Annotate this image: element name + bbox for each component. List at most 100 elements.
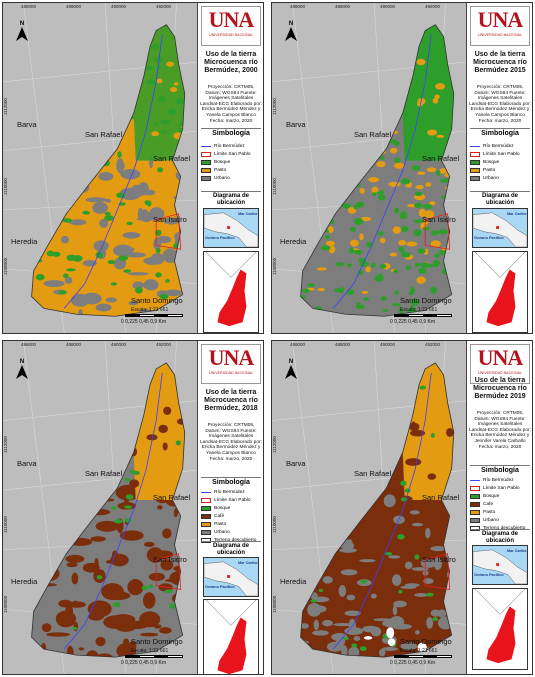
land-use-patch (52, 416, 59, 423)
land-use-patch (411, 165, 421, 171)
map-title: Uso de la tierra Microcuenca río Bermúde… (204, 51, 258, 74)
land-use-patch (62, 218, 73, 223)
watershed-boundary (31, 362, 186, 658)
costa-rica-inset: Mar Caribe Océano Pacífico (203, 208, 259, 248)
legend-sidebar: UNA UNIVERSIDAD NACIONAL Uso de la tierra … (466, 3, 532, 333)
land-use-patch (121, 429, 134, 439)
land-use-patch (91, 119, 102, 124)
land-use-patch (181, 411, 185, 416)
legend-item: Pasto (470, 166, 532, 174)
land-use-patch (423, 578, 434, 585)
land-use-patch (376, 161, 386, 168)
land-use-patch (45, 430, 51, 439)
land-use-patch (163, 217, 180, 225)
land-use-patch (176, 418, 185, 425)
legend-label: Pasto (214, 521, 227, 527)
costa-rica-shape (204, 212, 258, 247)
land-use-patch (34, 528, 40, 535)
land-use-patch (379, 155, 385, 161)
land-use-patch (439, 169, 446, 174)
land-use-patch (94, 90, 100, 96)
place-label: San Isidro (153, 555, 187, 564)
land-use-patch (446, 427, 454, 437)
y-coordinate-ticks: 1112000111000011080001106000 (272, 3, 280, 333)
legend-sidebar: UNA UNIVERSIDAD NACIONAL Uso de la tierra … (197, 3, 263, 333)
land-use-patch (305, 225, 314, 232)
legend-item: Urbano (201, 174, 263, 182)
land-use-patch (105, 297, 118, 303)
land-use-patch (387, 638, 396, 647)
x-tick-label: 492000 (425, 4, 441, 9)
land-use-patch (72, 626, 78, 630)
land-use-patch (390, 147, 398, 154)
land-use-patch (79, 118, 85, 125)
land-use-patch (128, 300, 138, 306)
land-use-patch (432, 260, 440, 267)
land-use-patch (372, 192, 377, 196)
y-tick-label: 1110000 (3, 178, 8, 195)
land-use-patch (314, 651, 326, 658)
land-use-map (3, 3, 197, 333)
land-use-patch (77, 129, 84, 134)
land-use-patch (338, 483, 346, 494)
land-use-patch (148, 584, 154, 589)
land-use-patch (313, 509, 330, 515)
land-use-patch (112, 46, 120, 51)
map-metadata: Proyección: CRTM05, Datum: WGS84 Fuente:… (200, 423, 262, 462)
land-use-patch (376, 191, 384, 195)
land-use-patch (66, 562, 78, 568)
legend-item: Río Bermúdez (201, 142, 263, 150)
place-label: Heredia (11, 236, 38, 246)
land-use-patch (318, 588, 324, 593)
scale-bar (125, 314, 183, 317)
land-use-patch (420, 558, 437, 568)
land-use-patch (360, 146, 369, 152)
x-tick-label: 488000 (335, 4, 351, 9)
land-use-patch (345, 539, 353, 544)
land-use-patch (68, 499, 85, 511)
land-use-patch (37, 308, 46, 315)
land-use-patch (142, 592, 156, 609)
legend-label: Urbano (483, 517, 499, 523)
land-use-patch (157, 167, 164, 173)
land-use-patch (82, 210, 90, 215)
land-use-patch (398, 246, 405, 253)
scale-labels: 0 0,225 0,45 0,9 Km (390, 319, 436, 325)
land-use-patch (385, 401, 391, 406)
land-use-patch (158, 424, 169, 434)
land-use-patch (308, 653, 319, 657)
land-use-patch (409, 510, 420, 515)
land-use-patch (124, 505, 132, 509)
north-arrow: N (284, 359, 298, 384)
land-use-patch (440, 195, 449, 199)
land-use-patch (76, 89, 83, 95)
land-use-patch (386, 627, 395, 639)
legend-item: Límite San Pablo (470, 484, 532, 492)
land-use-patch (31, 418, 42, 426)
land-use-patch (335, 90, 343, 94)
land-use-patch (65, 554, 85, 563)
land-use-patch (112, 244, 134, 257)
land-use-patch (75, 399, 82, 405)
map-metadata: Proyección: CRTM05, Datum: WGS84 Fuente:… (200, 85, 262, 124)
land-use-patch (308, 495, 316, 499)
land-use-patch (92, 201, 108, 214)
legend-swatch (201, 537, 211, 543)
legend-sidebar: UNA UNIVERSIDAD NACIONAL Uso de la tierra … (197, 341, 263, 674)
y-coordinate-ticks: 1112000111000011080001106000 (3, 3, 11, 333)
legend-label: Límite San Pablo (483, 485, 520, 491)
land-use-patch (72, 600, 79, 605)
land-use-patch (169, 603, 177, 609)
land-use-patch (66, 645, 74, 658)
land-use-patch (88, 495, 94, 503)
legend-swatch (201, 151, 211, 157)
land-use-patch (370, 433, 386, 438)
land-use-patch (400, 480, 407, 486)
land-use-patch (166, 61, 174, 67)
oceano-pacifico-label: Océano Pacífico (205, 585, 235, 589)
land-use-patch (162, 442, 168, 451)
land-use-patch (340, 541, 355, 550)
land-use-patch (140, 632, 159, 637)
legend-label: Río Bermúdez (214, 143, 245, 149)
costa-rica-shape (473, 549, 527, 584)
